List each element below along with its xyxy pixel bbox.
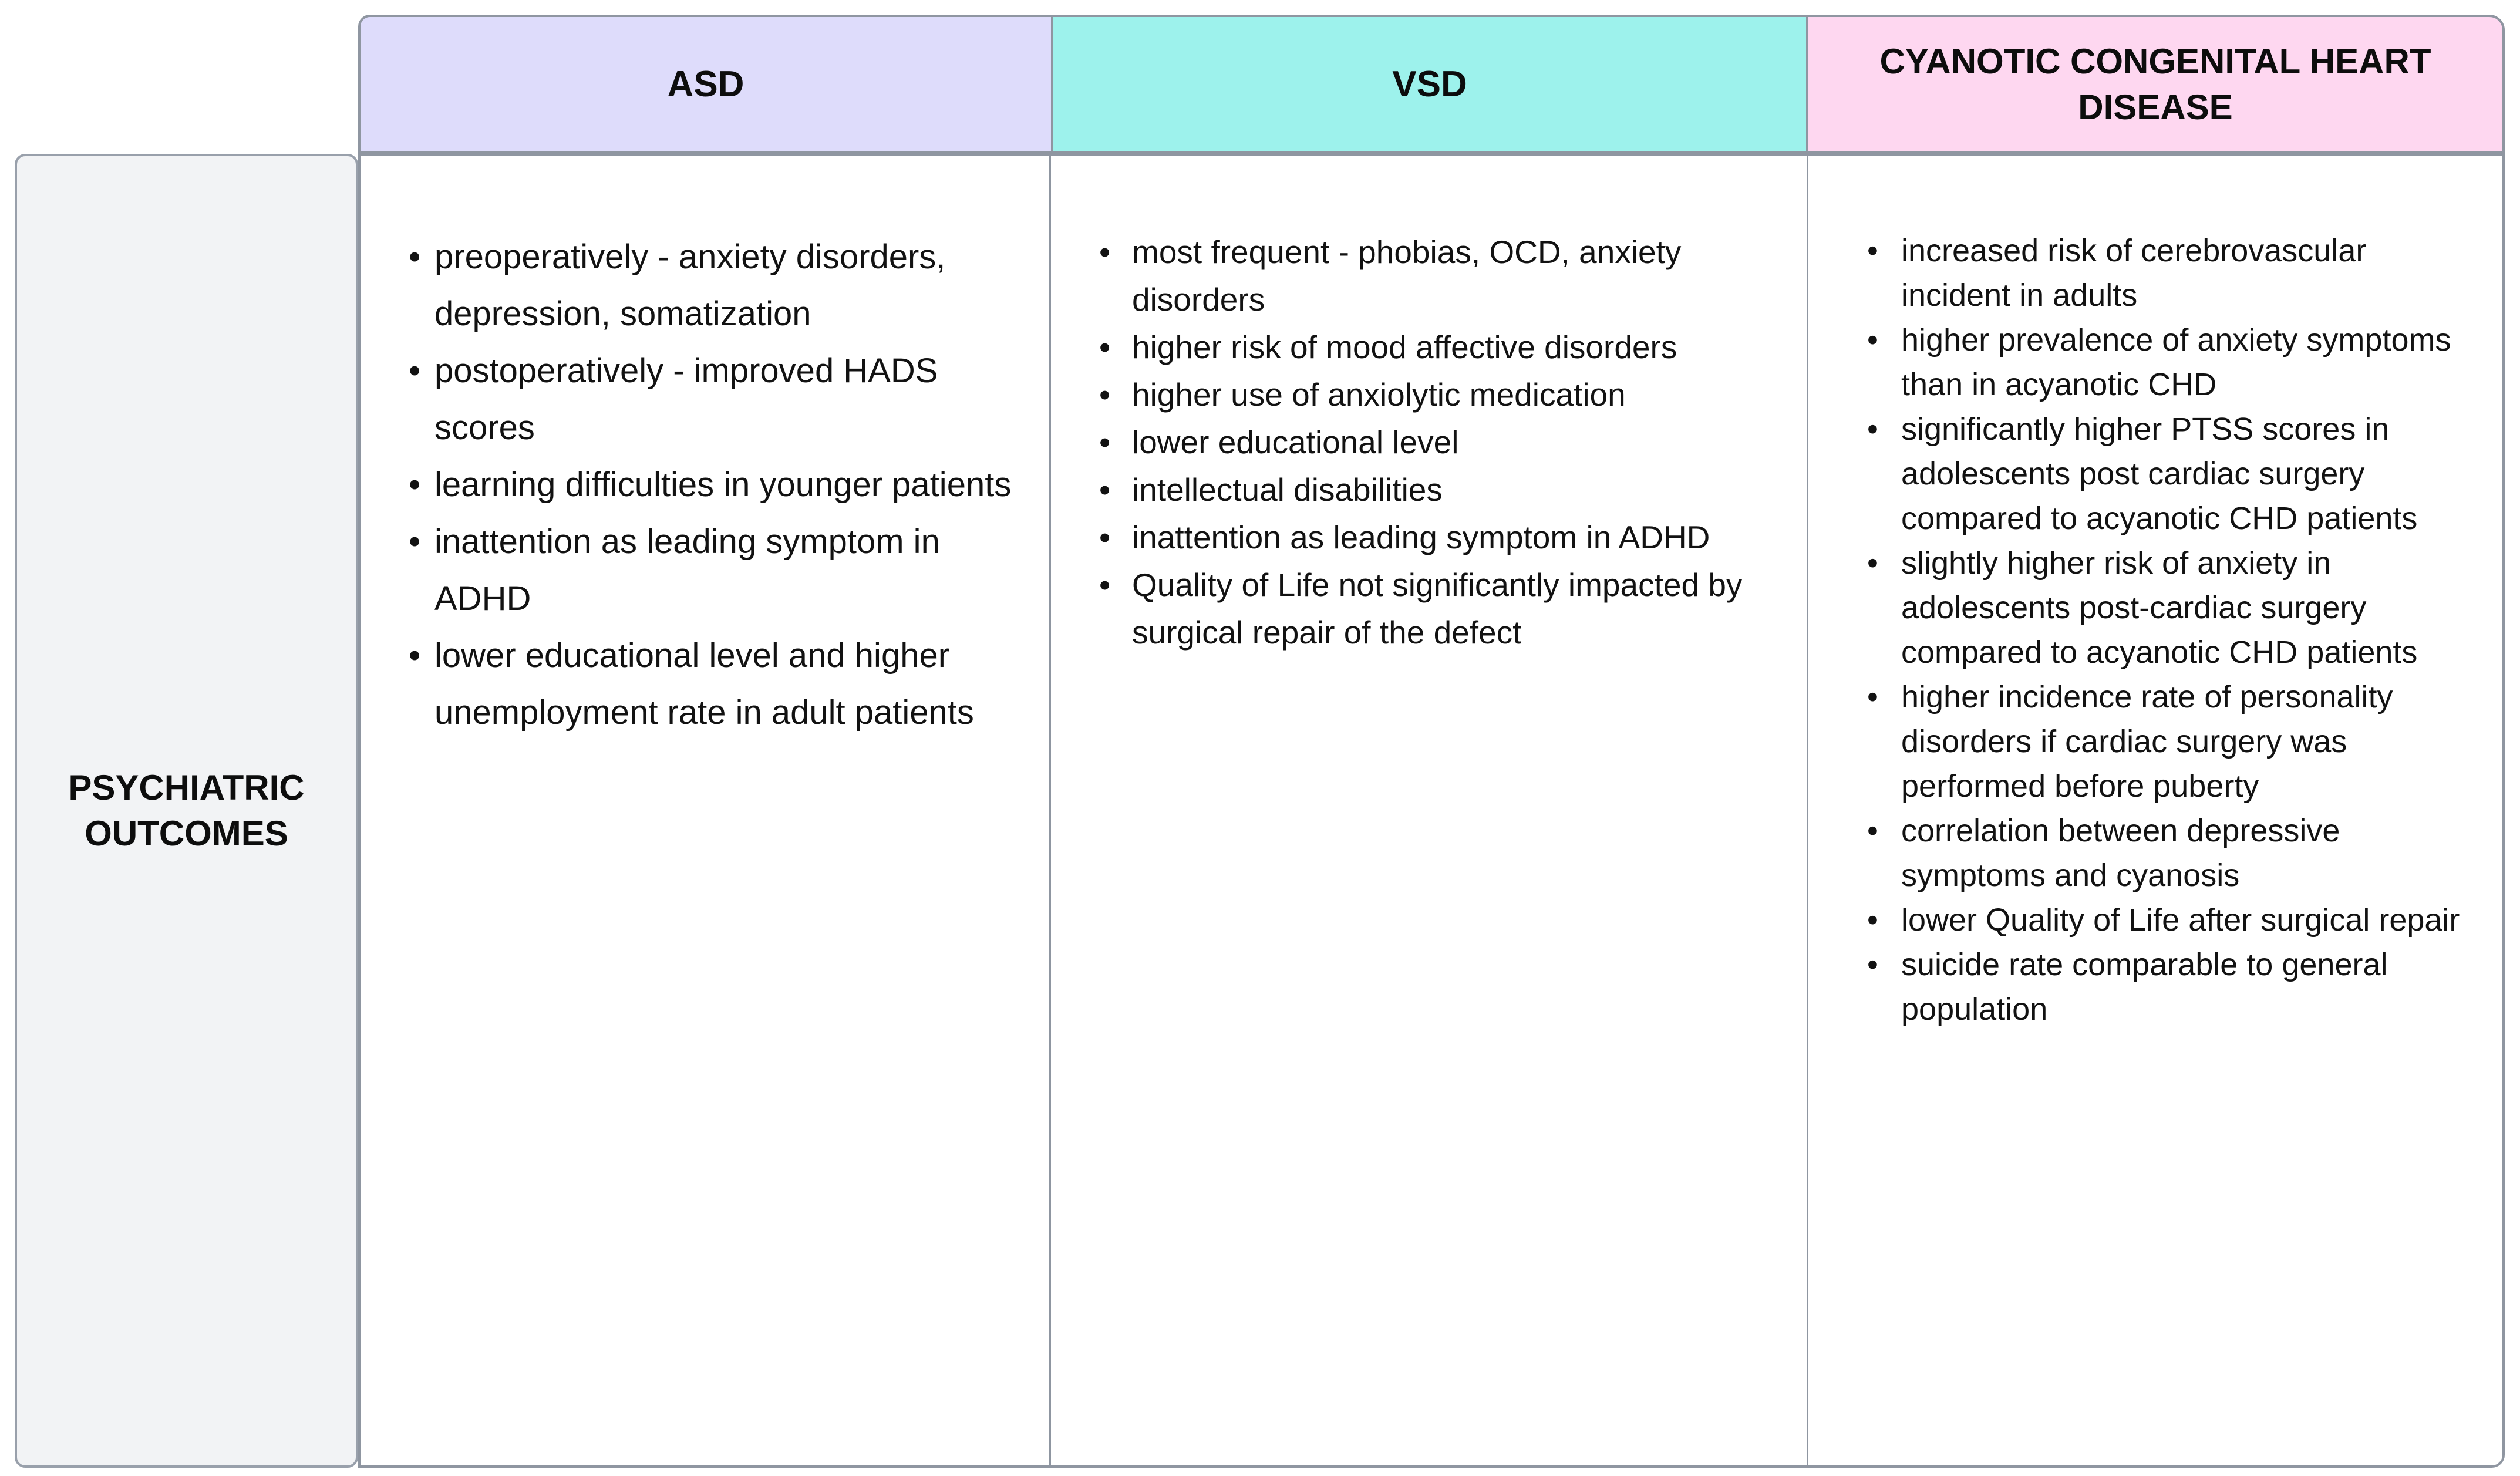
- bullet-text: lower educational level: [1132, 424, 1459, 460]
- bullet-item: learning difficulties in younger patient…: [409, 456, 1026, 513]
- bullet-item: inattention as leading symptom in ADHD: [1099, 514, 1783, 561]
- bullet-item: suicide rate comparable to general popul…: [1867, 942, 2479, 1032]
- row-header-psychiatric-outcomes: PSYCHIATRIC OUTCOMES: [15, 154, 358, 1468]
- bullet-text: preoperatively - anxiety disorders, depr…: [434, 238, 946, 333]
- bullet-item: most frequent - phobias, OCD, anxiety di…: [1099, 228, 1783, 323]
- cell-cyanotic-chd-psychiatric-outcomes: increased risk of cerebrovascular incide…: [1808, 156, 2502, 1465]
- column-header-asd: ASD: [358, 15, 1051, 154]
- bullet-item: higher risk of mood affective disorders: [1099, 323, 1783, 371]
- bullet-text: suicide rate comparable to general popul…: [1901, 947, 2388, 1027]
- bullet-item: higher incidence rate of personality dis…: [1867, 675, 2479, 808]
- bullet-item: slightly higher risk of anxiety in adole…: [1867, 541, 2479, 675]
- bullet-item: postoperatively - improved HADS scores: [409, 342, 1026, 456]
- bullet-text: increased risk of cerebrovascular incide…: [1901, 233, 2367, 313]
- bullet-text: lower educational level and higher unemp…: [434, 636, 974, 732]
- bullet-text: inattention as leading symptom in ADHD: [1132, 519, 1710, 555]
- bullet-text: correlation between depressive symptoms …: [1901, 813, 2340, 893]
- bullet-text: intellectual disabilities: [1132, 471, 1443, 508]
- bullet-text: learning difficulties in younger patient…: [434, 466, 1012, 504]
- bullet-item: preoperatively - anxiety disorders, depr…: [409, 228, 1026, 342]
- bullet-item: lower Quality of Life after surgical rep…: [1867, 898, 2479, 942]
- bullet-text: lower Quality of Life after surgical rep…: [1901, 902, 2460, 938]
- bullet-item: Quality of Life not significantly impact…: [1099, 561, 1783, 656]
- bullet-text: most frequent - phobias, OCD, anxiety di…: [1132, 234, 1682, 318]
- bullet-text: significantly higher PTSS scores in adol…: [1901, 412, 2418, 536]
- row-header-label: PSYCHIATRIC OUTCOMES: [68, 768, 305, 853]
- bullet-text: inattention as leading symptom in ADHD: [434, 523, 940, 618]
- column-header-cyanotic-chd-label: CYANOTIC CONGENITAL HEART DISEASE: [1879, 41, 2431, 127]
- cell-asd-psychiatric-outcomes: preoperatively - anxiety disorders, depr…: [361, 156, 1051, 1465]
- cell-vsd-psychiatric-outcomes: most frequent - phobias, OCD, anxiety di…: [1051, 156, 1808, 1465]
- table-body: preoperatively - anxiety disorders, depr…: [358, 154, 2505, 1468]
- bullet-item: higher prevalence of anxiety symptoms th…: [1867, 318, 2479, 407]
- bullet-text: higher incidence rate of personality dis…: [1901, 679, 2393, 804]
- bullet-item: increased risk of cerebrovascular incide…: [1867, 228, 2479, 318]
- bullet-text: Quality of Life not significantly impact…: [1132, 567, 1743, 651]
- column-header-vsd-label: VSD: [1392, 63, 1467, 105]
- bullet-item: higher use of anxiolytic medication: [1099, 371, 1783, 419]
- bullet-item: correlation between depressive symptoms …: [1867, 808, 2479, 898]
- bullet-text: slightly higher risk of anxiety in adole…: [1901, 545, 2418, 670]
- bullet-item: lower educational level: [1099, 419, 1783, 466]
- bullet-text: higher risk of mood affective disorders: [1132, 329, 1677, 365]
- bullet-item: intellectual disabilities: [1099, 466, 1783, 514]
- bullet-text: postoperatively - improved HADS scores: [434, 352, 938, 447]
- bullet-text: higher prevalence of anxiety symptoms th…: [1901, 322, 2451, 402]
- bullet-item: significantly higher PTSS scores in adol…: [1867, 407, 2479, 541]
- bullet-item: lower educational level and higher unemp…: [409, 627, 1026, 741]
- bullet-item: inattention as leading symptom in ADHD: [409, 513, 1026, 627]
- column-header-cyanotic-chd: CYANOTIC CONGENITAL HEART DISEASE: [1808, 15, 2505, 154]
- bullet-text: higher use of anxiolytic medication: [1132, 376, 1626, 413]
- column-header-asd-label: ASD: [667, 63, 744, 105]
- column-header-vsd: VSD: [1051, 15, 1808, 154]
